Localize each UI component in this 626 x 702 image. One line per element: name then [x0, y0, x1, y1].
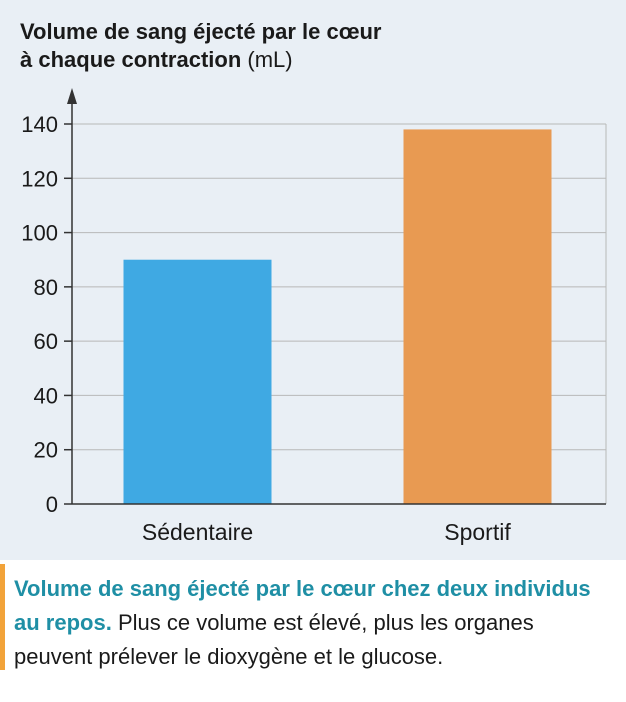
y-axis-title-line1: Volume de sang éjecté par le cœur: [20, 19, 382, 44]
y-tick-label: 60: [34, 329, 58, 354]
caption-text: Volume de sang éjecté par le cœur chez d…: [14, 572, 614, 674]
y-tick-label: 40: [34, 383, 58, 408]
y-axis-arrow: [67, 88, 77, 104]
label-layer: 0 20 40 60 80 100 120 140 Sédentaire Sportif: [21, 112, 511, 545]
y-tick-label: 20: [34, 438, 58, 463]
bar-0: [123, 259, 272, 504]
y-axis-title: Volume de sang éjecté par le cœur à chaq…: [20, 18, 500, 74]
bar-chart: 0 20 40 60 80 100 120 140 Sédentaire Sportif: [21, 88, 607, 545]
y-tick-label: 140: [21, 112, 58, 137]
bar-1: [403, 129, 552, 504]
y-axis-title-line2-wrap: à chaque contraction (mL): [20, 46, 500, 74]
y-tick-label: 100: [21, 221, 58, 246]
y-axis-title-line2: à chaque contraction: [20, 47, 242, 72]
chart-figure: Volume de sang éjecté par le cœur à chaq…: [0, 0, 626, 560]
bar-layer: [123, 129, 552, 504]
figure-caption: Volume de sang éjecté par le cœur chez d…: [0, 560, 626, 702]
caption-body: Plus ce volume est élevé, plus les organ…: [14, 610, 534, 669]
y-axis-unit: (mL): [247, 47, 293, 72]
caption-lead: Volume de sang éjecté par le cœur chez d…: [14, 576, 591, 635]
x-category-label: Sédentaire: [142, 519, 253, 545]
caption-accent-bar: [0, 564, 5, 670]
y-tick-label: 120: [21, 166, 58, 191]
x-category-label: Sportif: [444, 519, 511, 545]
y-tick-label: 80: [34, 275, 58, 300]
y-tick-label: 0: [46, 492, 58, 517]
axis-layer: [64, 88, 606, 505]
